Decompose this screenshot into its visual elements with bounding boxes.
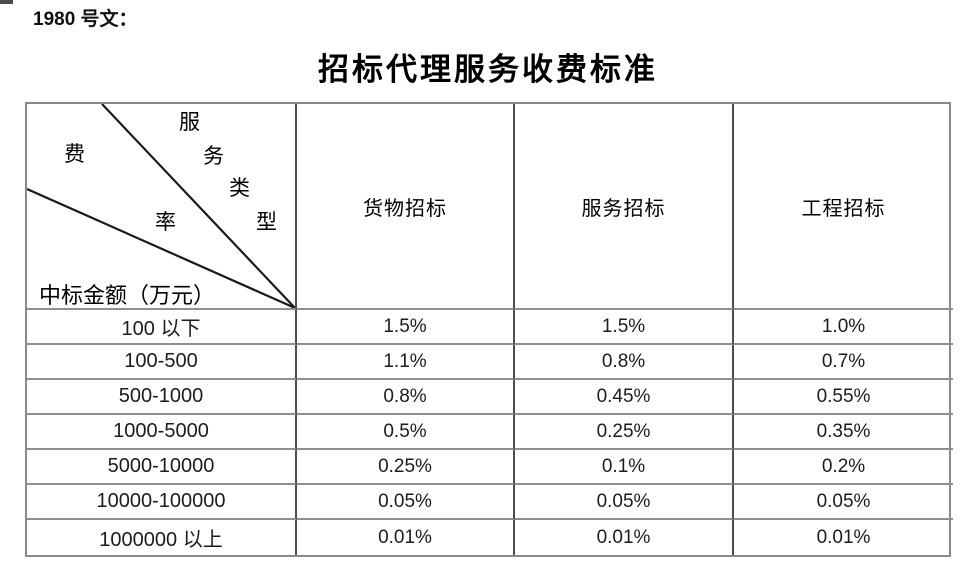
fee-table: 服 务 类 型 费 率 中标金额（万元） 货物招标 服务招标 工程招标 100 … [25, 102, 953, 557]
fee-rate-cell: 0.01% [297, 520, 515, 555]
scan-artifact [0, 0, 13, 4]
corner-label-fee-rate-char: 率 [155, 210, 176, 234]
fee-rate-cell: 0.05% [515, 485, 734, 520]
page-title: 招标代理服务收费标准 [318, 52, 658, 87]
fee-rate-cell: 0.25% [297, 450, 515, 485]
amount-range-cell: 1000-5000 [27, 415, 297, 450]
fee-rate-cell: 0.5% [297, 415, 515, 450]
column-header-goods: 货物招标 [297, 104, 515, 310]
fee-rate-cell: 0.01% [515, 520, 734, 555]
amount-range-cell: 5000-10000 [27, 450, 297, 485]
fee-rate-cell: 0.8% [297, 380, 515, 415]
fee-rate-cell: 0.8% [515, 345, 734, 380]
amount-range-cell: 100-500 [27, 345, 297, 380]
fee-rate-cell: 1.1% [297, 345, 515, 380]
fee-rate-cell: 0.05% [734, 485, 953, 520]
fee-rate-cell: 0.05% [297, 485, 515, 520]
amount-range-cell: 500-1000 [27, 380, 297, 415]
fee-rate-cell: 1.0% [734, 310, 953, 345]
fee-rate-cell: 0.2% [734, 450, 953, 485]
fee-rate-cell: 0.35% [734, 415, 953, 450]
corner-label-fee-rate-char: 费 [64, 142, 85, 166]
column-header-services: 服务招标 [515, 104, 734, 310]
amount-range-cell: 1000000 以上 [27, 520, 297, 555]
fee-rate-cell: 0.7% [734, 345, 953, 380]
fee-rate-cell: 1.5% [297, 310, 515, 345]
document-ref-label: 1980 号文： [33, 9, 138, 30]
fee-rate-cell: 0.1% [515, 450, 734, 485]
fee-rate-cell: 1.5% [515, 310, 734, 345]
fee-rate-cell: 0.55% [734, 380, 953, 415]
fee-rate-cell: 0.25% [515, 415, 734, 450]
fee-rate-cell: 0.45% [515, 380, 734, 415]
amount-range-cell: 100 以下 [27, 310, 297, 345]
column-header-engineering: 工程招标 [734, 104, 953, 310]
corner-label-service-type-char: 类 [229, 176, 250, 200]
fee-rate-cell: 0.01% [816, 526, 871, 548]
row-axis-label: 中标金额（万元） [39, 283, 216, 308]
corner-label-service-type-char: 务 [203, 144, 224, 168]
table-corner-cell: 服 务 类 型 费 率 中标金额（万元） [27, 104, 297, 310]
corner-label-service-type-char: 服 [179, 110, 200, 134]
amount-range-cell: 10000-100000 [27, 485, 297, 520]
corner-label-service-type-char: 型 [256, 210, 277, 234]
diagonal-divider-lines [27, 104, 295, 308]
